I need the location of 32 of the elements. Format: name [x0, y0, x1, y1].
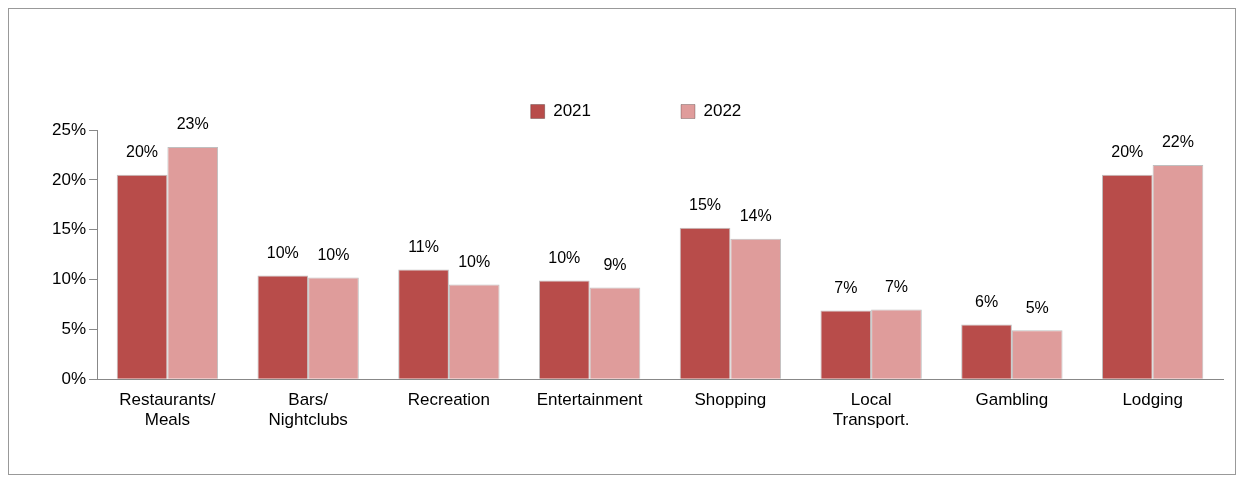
data-label: 23% [176, 115, 209, 133]
data-label: 5% [1025, 298, 1049, 316]
data-label: 20% [1111, 143, 1144, 161]
data-label: 15% [689, 196, 722, 214]
data-label: 20% [126, 143, 159, 161]
data-label: 7% [834, 278, 858, 296]
data-label: 11% [408, 237, 439, 255]
y-tick-label: 20% [51, 169, 87, 189]
x-tick-label: Gambling [975, 390, 1049, 410]
y-tick-label: 15% [51, 219, 87, 239]
data-label: 9% [603, 255, 627, 273]
y-tick-label: 10% [51, 269, 87, 289]
legend-label: 2021 [553, 101, 592, 121]
data-label: 10% [317, 245, 350, 263]
data-label: 7% [884, 277, 909, 295]
y-tick-label: 5% [61, 319, 87, 339]
y-tick-label: 0% [61, 368, 87, 388]
data-label: 10% [548, 248, 581, 266]
data-label: 10% [458, 252, 491, 270]
legend-label: 2022 [703, 101, 742, 121]
data-label: 10% [266, 243, 299, 261]
x-tick-label: Bars/ Nightclubs [268, 390, 348, 430]
x-tick-label: Entertainment [536, 390, 643, 410]
y-tick-label: 25% [51, 119, 87, 139]
x-tick-label: Recreation [407, 390, 490, 410]
x-tick-label: Shopping [694, 390, 767, 410]
data-label: 14% [739, 207, 772, 225]
data-label: 22% [1161, 133, 1194, 151]
x-tick-label: Restaurants/ Meals [119, 390, 216, 430]
x-tick-label: Lodging [1122, 390, 1183, 410]
data-label: 6% [974, 292, 999, 310]
x-tick-label: Local Transport. [832, 390, 910, 430]
